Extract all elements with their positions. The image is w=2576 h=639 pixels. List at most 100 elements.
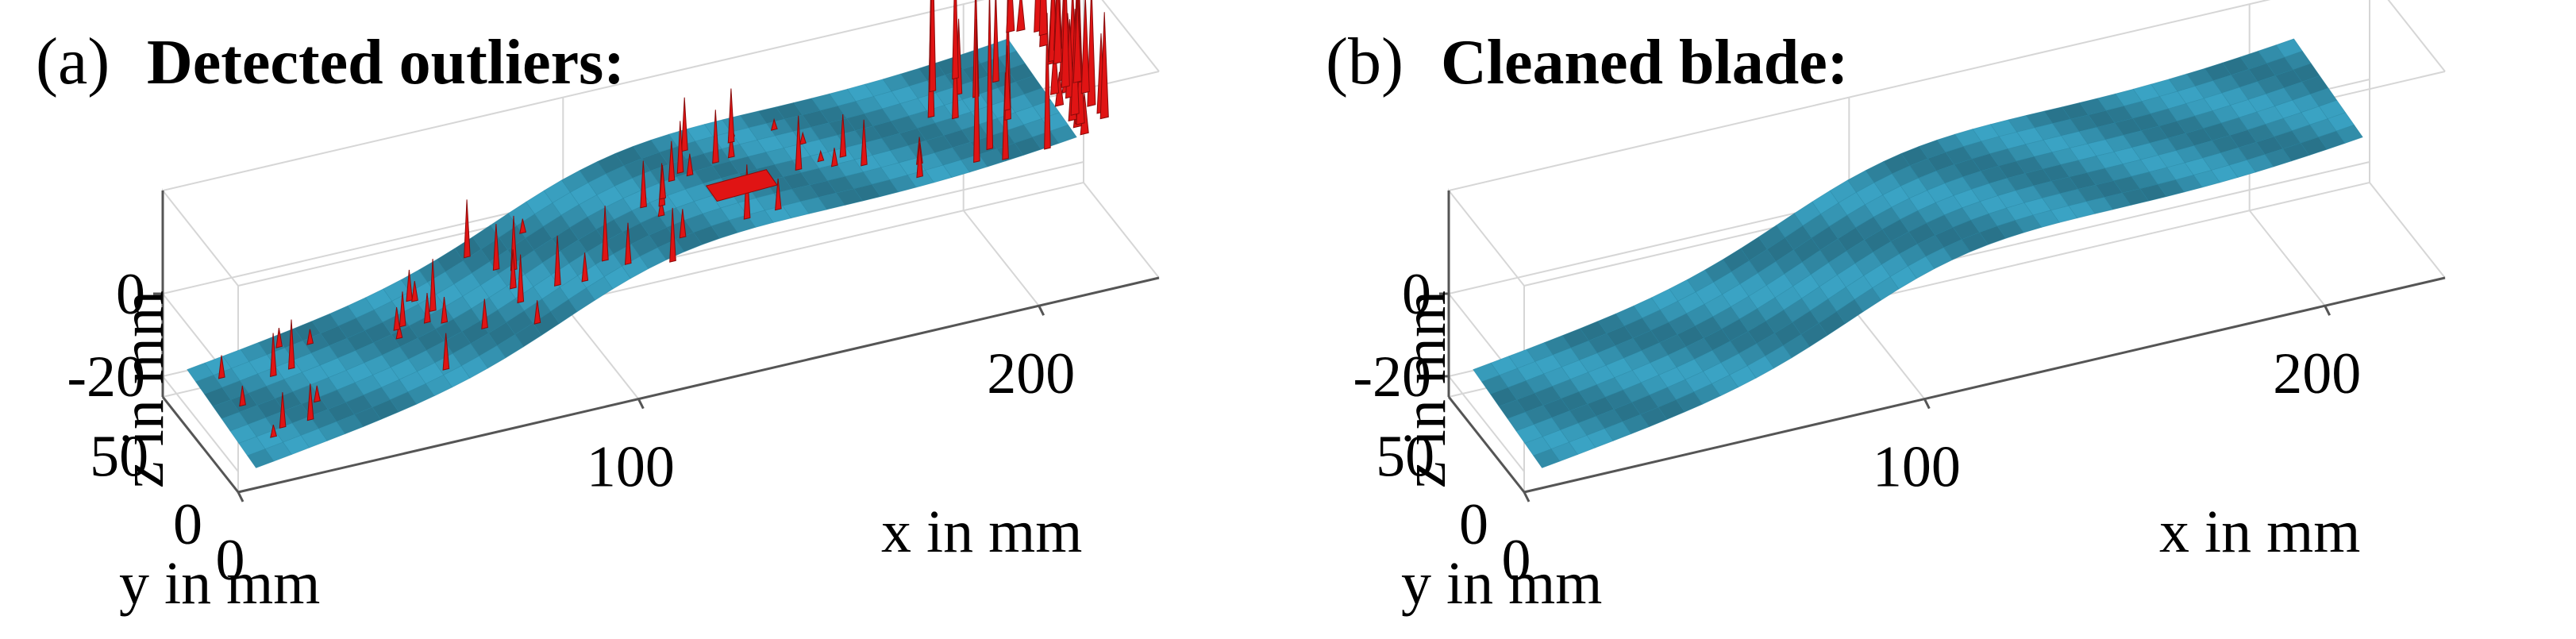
panel-a-title: Detected outliers: bbox=[147, 28, 625, 98]
outlier-spike bbox=[986, 0, 994, 151]
panel-a-surface bbox=[187, 38, 1077, 468]
axis-line-1 bbox=[161, 396, 240, 493]
outlier-spike bbox=[679, 209, 687, 239]
outlier-spike bbox=[686, 153, 694, 177]
outlier-spike bbox=[861, 119, 868, 167]
outlier-spike bbox=[393, 306, 401, 331]
top-edge-right bbox=[2387, 0, 2446, 72]
y-tick-label: 50 bbox=[1376, 424, 1434, 489]
outlier-spike bbox=[712, 110, 719, 164]
outlier-spike bbox=[218, 355, 225, 379]
panel-b-zlabel: z in mm bbox=[1392, 291, 1458, 488]
panel-b-title: Cleaned blade: bbox=[1441, 28, 1848, 98]
outlier-spike bbox=[275, 328, 283, 348]
outlier-spike bbox=[1061, 0, 1070, 89]
outlier-spike bbox=[640, 160, 647, 209]
axis-line-0 bbox=[237, 276, 1160, 494]
outlier-spike bbox=[992, 0, 999, 83]
outlier-spike bbox=[669, 207, 676, 263]
outlier-spike bbox=[1049, 39, 1060, 95]
panel-a-zlabel: z in mm bbox=[110, 291, 176, 488]
x-tick-label: 200 bbox=[2273, 341, 2361, 406]
outlier-spike bbox=[464, 199, 471, 259]
outlier-spike bbox=[441, 297, 449, 324]
outlier-spike bbox=[799, 131, 807, 145]
outlier-spike bbox=[395, 323, 403, 340]
outlier-spike bbox=[676, 121, 684, 175]
z-tick-label: 0 bbox=[116, 262, 145, 327]
outlier-spike bbox=[406, 269, 413, 302]
panel-b-ylabel: y in mm bbox=[1401, 550, 1602, 617]
panel-a: (a) Detected outliers: 0 100 200 0 50 -20 0 x … bbox=[36, 0, 1160, 617]
outlier-spike bbox=[1072, 0, 1082, 83]
outlier-spike bbox=[1006, 0, 1015, 33]
x-tick-label: 100 bbox=[587, 435, 675, 500]
outlier-spike bbox=[279, 392, 287, 429]
x-tick bbox=[237, 491, 245, 502]
x-tick-label: 100 bbox=[1873, 435, 1961, 500]
outlier-spike bbox=[1099, 12, 1109, 120]
outlier-spike bbox=[624, 222, 632, 265]
outlier-spike bbox=[429, 259, 437, 313]
panel-b-ticks: 0 100 200 0 50 -20 0 bbox=[1353, 262, 2361, 593]
outlier-spike bbox=[481, 298, 488, 329]
panel-a-outliers bbox=[218, 0, 1109, 438]
outlier-spike bbox=[657, 198, 665, 217]
floor-edge bbox=[2369, 182, 2446, 279]
outlier-spike bbox=[239, 385, 246, 407]
panel-a-ticks: 0 100 200 0 50 -20 0 bbox=[67, 262, 1075, 593]
outlier-spike bbox=[668, 141, 676, 183]
y-tick-label: 0 bbox=[1459, 492, 1488, 557]
panel-a-ylabel: y in mm bbox=[119, 550, 320, 617]
outlier-spike bbox=[1080, 0, 1090, 94]
outlier-spike bbox=[510, 249, 517, 290]
outlier-spike bbox=[839, 114, 847, 158]
outlier-spike bbox=[929, 0, 937, 93]
z-tick-label: -20 bbox=[1353, 345, 1431, 410]
x-tick bbox=[1038, 305, 1045, 316]
surface-facet bbox=[2335, 124, 2363, 144]
outlier-spike bbox=[1003, 45, 1011, 111]
outlier-spike bbox=[399, 291, 406, 328]
outlier-spike bbox=[727, 132, 735, 159]
outlier-spike bbox=[411, 281, 418, 302]
outlier-spike bbox=[775, 178, 782, 211]
outlier-spike bbox=[795, 115, 803, 171]
x-tick-label: 200 bbox=[987, 341, 1075, 406]
panel-a-letter: (a) bbox=[36, 25, 110, 98]
y-tick-label: 50 bbox=[90, 424, 148, 489]
outlier-spike bbox=[517, 254, 525, 304]
y-tick-label: 0 bbox=[173, 492, 202, 557]
outlier-spike bbox=[306, 383, 314, 422]
outlier-spike bbox=[916, 143, 923, 179]
x-tick-label: 0 bbox=[216, 528, 245, 593]
outlier-spike bbox=[1016, 0, 1026, 33]
z-tick-label: -20 bbox=[67, 345, 145, 410]
panel-b: (b) Cleaned blade: 0 100 200 0 50 -20 0 x in m… bbox=[1326, 0, 2446, 617]
outlier-spike bbox=[442, 333, 450, 371]
surface-facet bbox=[1049, 124, 1077, 144]
x-tick bbox=[2324, 305, 2331, 316]
outlier-spike bbox=[770, 117, 778, 131]
outlier-spike bbox=[314, 385, 321, 403]
outlier-spike bbox=[306, 329, 314, 345]
outlier-spike bbox=[287, 319, 295, 370]
outlier-patch bbox=[705, 169, 778, 202]
outlier-spike bbox=[1087, 0, 1096, 107]
outlier-spike bbox=[533, 300, 541, 325]
outlier-spike bbox=[681, 97, 688, 152]
x-tick bbox=[637, 398, 645, 410]
outlier-spike bbox=[817, 149, 825, 163]
panel-b-letter: (b) bbox=[1326, 25, 1404, 98]
outlier-spike bbox=[423, 293, 431, 324]
outlier-spike bbox=[270, 333, 277, 378]
outlier-spike bbox=[1044, 13, 1051, 150]
x-tick bbox=[1523, 491, 1531, 502]
axis-line-0 bbox=[1523, 276, 2446, 494]
x-tick-label: 0 bbox=[1502, 528, 1531, 593]
outlier-spike bbox=[973, 18, 980, 164]
panel-a-xlabel: x in mm bbox=[881, 498, 1082, 565]
top-edge-right bbox=[1101, 0, 1160, 72]
outlier-spike bbox=[1053, 0, 1063, 65]
